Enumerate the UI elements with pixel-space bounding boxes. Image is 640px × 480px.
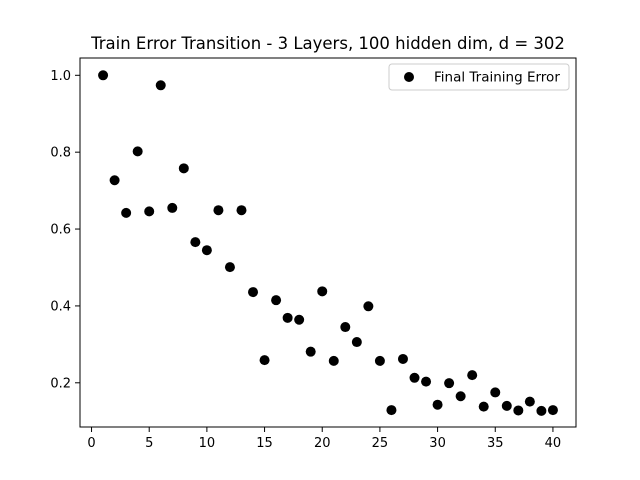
data-point xyxy=(282,312,293,323)
x-tick-label: 25 xyxy=(372,436,389,451)
data-point xyxy=(236,205,247,216)
data-point xyxy=(455,391,466,402)
legend-box xyxy=(388,63,570,91)
plot-background xyxy=(80,58,576,427)
data-point xyxy=(305,346,316,357)
x-tick-label: 20 xyxy=(314,436,331,451)
data-point xyxy=(317,286,328,297)
data-point xyxy=(132,146,143,157)
chart-title: Train Error Transition - 3 Layers, 100 h… xyxy=(90,34,565,53)
data-point xyxy=(98,70,109,81)
axes-frame xyxy=(79,57,577,428)
data-point xyxy=(248,287,259,298)
data-point xyxy=(167,202,178,213)
data-point xyxy=(547,405,558,416)
data-point xyxy=(190,237,201,248)
y-tick-label: 0.6 xyxy=(50,223,71,238)
data-point xyxy=(467,370,478,381)
data-point xyxy=(271,295,282,306)
data-point xyxy=(351,337,362,348)
y-tick-label: 0.4 xyxy=(50,299,71,314)
data-point xyxy=(201,245,212,256)
data-point xyxy=(432,399,443,410)
data-point xyxy=(536,405,547,416)
y-tick-label: 0.2 xyxy=(50,376,71,391)
y-tick-label: 0.8 xyxy=(50,146,71,161)
x-tick-label: 40 xyxy=(545,436,562,451)
data-point xyxy=(144,206,155,217)
x-tick-label: 15 xyxy=(256,436,273,451)
y-tick-label: 1.0 xyxy=(50,69,71,84)
data-point xyxy=(490,387,501,398)
data-point xyxy=(121,207,132,218)
data-point xyxy=(109,175,120,186)
data-point xyxy=(224,262,235,273)
legend-marker xyxy=(404,72,414,82)
data-point xyxy=(478,401,489,412)
data-point xyxy=(328,355,339,366)
data-point xyxy=(397,353,408,364)
data-point xyxy=(513,405,524,416)
data-point xyxy=(524,396,535,407)
data-point xyxy=(363,301,374,312)
data-point xyxy=(213,205,224,216)
x-tick-label: 0 xyxy=(87,436,95,451)
legend: Final Training Error xyxy=(388,63,570,91)
data-point xyxy=(409,372,420,383)
data-point xyxy=(294,314,305,325)
data-point xyxy=(340,322,351,333)
data-point xyxy=(421,376,432,387)
x-tick-label: 35 xyxy=(487,436,504,451)
plot-area xyxy=(80,58,576,427)
x-tick-label: 10 xyxy=(199,436,216,451)
data-point xyxy=(501,400,512,411)
data-point xyxy=(259,355,270,366)
data-point xyxy=(374,355,385,366)
data-point xyxy=(386,405,397,416)
x-tick-label: 30 xyxy=(429,436,446,451)
axes: 0 5 10 15 20 25 30 35 40 0.2 0.4 0.6 0.8 1.0 xyxy=(50,57,577,451)
data-point xyxy=(155,80,166,91)
data-point xyxy=(444,378,455,389)
legend-label: Final Training Error xyxy=(434,70,560,86)
data-point xyxy=(178,163,189,174)
data-points xyxy=(98,70,558,416)
x-tick-label: 5 xyxy=(145,436,153,451)
